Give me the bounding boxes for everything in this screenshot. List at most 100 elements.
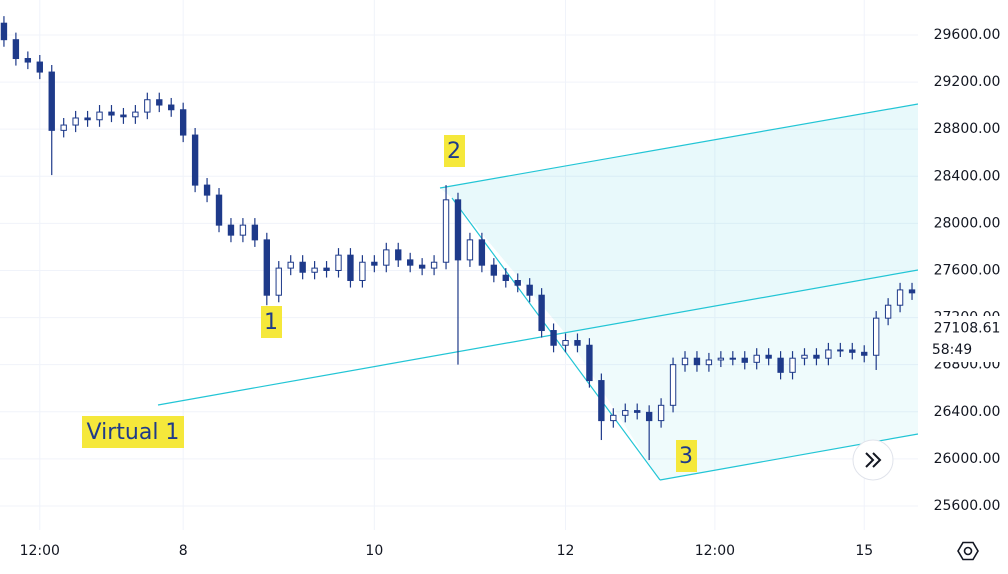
candle-body [502, 274, 509, 281]
candle-body [215, 194, 223, 226]
last-price: 27108.61 [934, 320, 1001, 336]
candle-body [645, 411, 653, 422]
y-tick-label: 25600.00 [934, 498, 1001, 514]
upper-line [439, 103, 919, 189]
candle-body [120, 114, 127, 118]
candle-body [466, 239, 474, 261]
candle-body [789, 357, 796, 373]
candle-body [108, 111, 115, 116]
candle-body [861, 351, 868, 356]
label-bg [676, 440, 697, 472]
upper-zone [440, 104, 918, 333]
scroll-button[interactable] [852, 439, 894, 481]
label-bg [82, 416, 184, 448]
candle-body [705, 359, 713, 366]
candle-body [490, 264, 498, 276]
candle-body [132, 111, 139, 118]
candle-body [383, 249, 390, 266]
candle-body [12, 39, 20, 60]
candle-body [430, 261, 438, 269]
candle-body [598, 380, 605, 422]
candle-body [514, 279, 521, 286]
candle-body [287, 261, 294, 269]
candle-body [717, 357, 725, 361]
candle-body [203, 184, 211, 196]
x-tick-label: 12:00 [20, 543, 60, 559]
candle-body [347, 254, 354, 281]
y-tick-label: 26000.00 [934, 451, 1001, 467]
candle-body [227, 224, 235, 236]
x-tick-label: 12:00 [695, 543, 735, 559]
candle-body [323, 267, 330, 271]
candle-body [884, 304, 892, 319]
countdown: 58:49 [932, 342, 972, 358]
candle-body [407, 259, 414, 266]
candle-body [562, 340, 569, 346]
point-label: 3 [679, 444, 693, 469]
candle-body [454, 199, 462, 261]
lower-zone [565, 270, 918, 480]
button-icon[interactable] [865, 452, 882, 468]
candle-body [0, 22, 8, 41]
candle-body [741, 357, 748, 363]
candle-body [825, 349, 832, 359]
label-bg [261, 306, 282, 338]
candle-body [371, 261, 378, 266]
candle-body [84, 117, 91, 121]
candle-body [657, 404, 665, 422]
candle-body [179, 109, 187, 136]
candle-body [478, 239, 486, 266]
candle-body [729, 357, 736, 360]
candle-body [753, 354, 760, 363]
candle-body [837, 349, 844, 352]
gear-icon[interactable] [957, 541, 979, 561]
x-tick-label: 15 [855, 543, 873, 559]
candle-body [395, 249, 402, 261]
y-tick-label: 27600.00 [934, 262, 1001, 278]
price-box [924, 316, 1008, 362]
candle-body [442, 199, 450, 263]
candle-body [610, 414, 617, 422]
y-tick-label: 28400.00 [934, 168, 1001, 184]
x-tick-label: 10 [365, 543, 383, 559]
settings-button[interactable] [957, 541, 979, 561]
candle-body [144, 99, 151, 113]
candle-body [191, 134, 199, 186]
candle-body [251, 224, 259, 241]
candle-body [622, 410, 629, 416]
point-label: 2 [447, 139, 461, 164]
candle-body [872, 317, 880, 356]
candle-body [24, 58, 32, 63]
candle-body [765, 354, 772, 359]
price-axis [918, 0, 1008, 574]
candle-body [849, 349, 856, 353]
candle-body [60, 124, 67, 131]
candle-body [693, 357, 701, 366]
candle-body [813, 354, 820, 359]
median-line [157, 269, 919, 406]
point-label: Virtual 1 [87, 420, 180, 445]
candle-body [538, 294, 545, 332]
pitchfork [157, 103, 919, 481]
candle-body [418, 264, 426, 269]
y-tick-label: 29600.00 [934, 27, 1001, 43]
y-tick-label: 26400.00 [934, 404, 1001, 420]
x-tick-label: 8 [179, 543, 188, 559]
y-tick-label: 29200.00 [934, 74, 1001, 90]
candle-body [586, 344, 593, 382]
gear-center[interactable] [963, 546, 973, 556]
candle-body [908, 289, 916, 294]
y-tick-label: 28000.00 [934, 215, 1001, 231]
candle-body [634, 410, 641, 413]
candle-body [36, 61, 43, 73]
labels: 1 2 3 Virtual 1 [82, 135, 697, 472]
candle-body [299, 261, 306, 273]
candle-body [239, 224, 247, 236]
candle-body [669, 364, 677, 406]
label-bg [444, 135, 465, 167]
candles [0, 16, 916, 461]
x-tick-label: 12 [557, 543, 575, 559]
candle-body [96, 111, 103, 121]
candle-body [574, 340, 581, 346]
